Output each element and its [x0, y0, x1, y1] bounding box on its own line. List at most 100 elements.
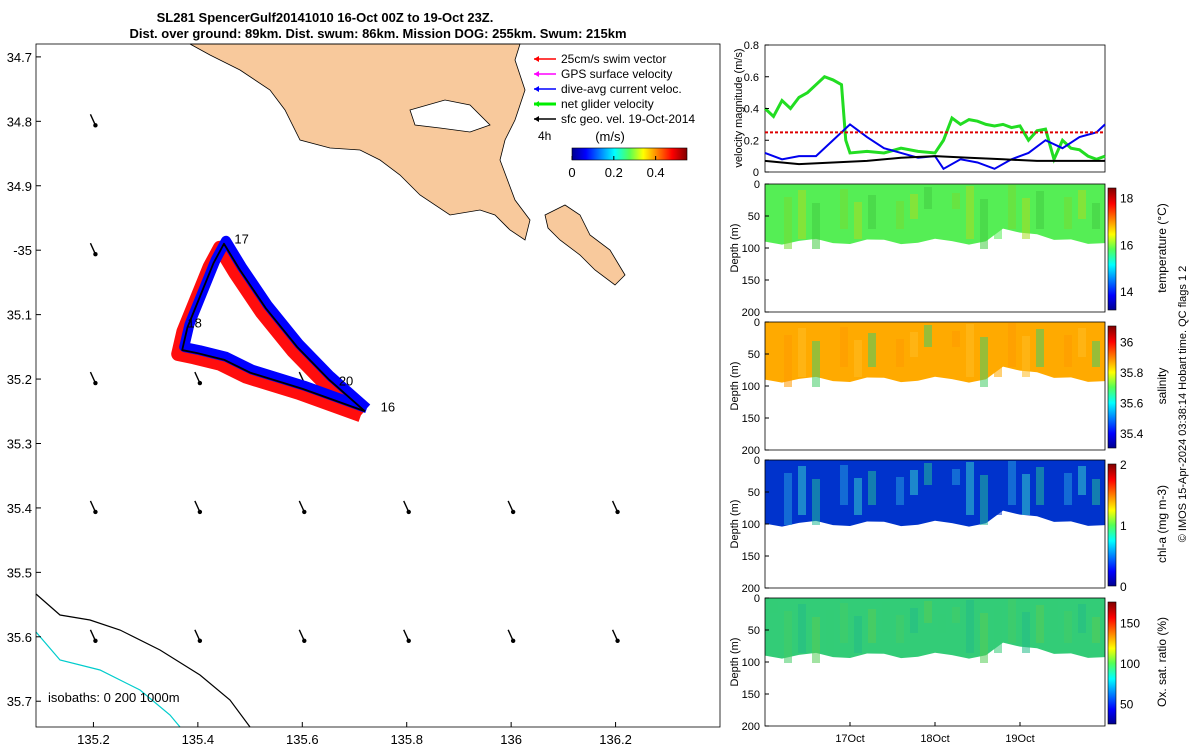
depth-tick-label: 100 [742, 657, 760, 669]
profile-data-streak [966, 186, 974, 239]
profile-data-streak [966, 600, 974, 653]
lat-tick-label: 34.7 [7, 50, 32, 65]
profile-data-streak [770, 460, 778, 475]
profile-data-streak [1036, 329, 1044, 367]
time-axis: 17Oct 18Oct 19Oct [835, 722, 1035, 745]
colorbar-time-label: 4h [538, 129, 551, 143]
profile-data-streak [1008, 185, 1016, 229]
profile-data-streak [868, 609, 876, 643]
profile-data-streak [770, 184, 778, 199]
velocity-ylabel: velocity magnitude (m/s) [733, 48, 745, 167]
profile-data-streak [1050, 598, 1058, 633]
lon-tick-label: 135.2 [77, 732, 110, 747]
colorbar-tick-label: 18 [1120, 191, 1134, 205]
profile-data-streak [1008, 599, 1016, 643]
profile-data-streak [1008, 323, 1016, 367]
profile-data-streak [1050, 184, 1058, 219]
map-frame [35, 43, 721, 728]
depth-tick-label: 0 [754, 455, 760, 467]
depth-tick-label: 200 [742, 307, 760, 319]
legend-label: net glider velocity [561, 97, 654, 111]
colorbar-tick-label: 14 [1120, 285, 1134, 299]
profile-data-streak [952, 331, 960, 347]
colorbar-tick-label: 100 [1120, 657, 1140, 671]
profile-data-streak [882, 602, 890, 633]
lat-tick-label: -35 [13, 243, 32, 258]
geo-velocity-arrow-head [615, 509, 620, 515]
land-islet [409, 99, 491, 133]
lon-tick-label: 135.6 [286, 732, 319, 747]
profile-data-streak [854, 478, 862, 515]
colorbar-label: chl-a (mg m-3) [1155, 485, 1169, 563]
speed-colorbar [571, 147, 688, 161]
profile-data-streak [952, 469, 960, 485]
profile-data-streak [910, 194, 918, 219]
profile-data-field [765, 460, 1105, 527]
profile-data-streak [966, 324, 974, 377]
speed-colorbar-ticks: 0 0.2 0.4 [568, 156, 665, 180]
profile-data-streak [980, 199, 988, 249]
legend-arrow-head [534, 86, 539, 92]
profile-panel: 0 50 100 150 200 Depth (m) 14 16 18 temperature (… [729, 179, 1169, 319]
profile-data-streak [882, 188, 890, 219]
profile-data-streak [896, 201, 904, 229]
profile-data-streak [882, 464, 890, 495]
profile-data-streak [1078, 328, 1086, 357]
depth-tick-label: 150 [742, 689, 760, 701]
profile-data-streak [938, 200, 946, 219]
colorbar-label: temperature (°C) [1155, 203, 1169, 293]
lon-tick-label: 136.2 [599, 732, 632, 747]
profile-data-streak [966, 462, 974, 515]
profile-panel: 0 50 100 150 200 Depth (m) 0 1 2 chl-a (mg m-3) [729, 455, 1169, 595]
profile-data-streak [896, 477, 904, 505]
land-island [544, 204, 626, 286]
depth-tick-label: 150 [742, 413, 760, 425]
profile-data-streak [1078, 466, 1086, 495]
time-tick-label: 18Oct [920, 733, 949, 745]
profile-colorbar [1107, 325, 1117, 449]
geo-velocity-arrow-head [302, 509, 307, 515]
profile-data-streak [812, 341, 820, 387]
profile-data-streak [896, 339, 904, 367]
velocity-series-line [764, 155, 1105, 166]
glider-track-line [181, 242, 366, 413]
geo-velocity-arrow-head [510, 509, 516, 515]
glider-track [171, 235, 371, 422]
geo-velocity-arrow-head [197, 380, 203, 386]
geo-velocity-arrow-head [406, 509, 411, 515]
profile-data-field [765, 184, 1105, 245]
depth-tick-label: 50 [748, 211, 760, 223]
profile-panel: 0 50 100 150 200 Depth (m) 35.4 35.6 35.8 36 salin… [729, 317, 1169, 457]
colorbar-tick-label: 36 [1120, 335, 1134, 349]
lat-tick-label: 35.2 [7, 372, 32, 387]
profile-data-streak [840, 189, 848, 229]
profile-data-streak [1036, 605, 1044, 643]
profile-data-streak [770, 598, 778, 613]
depth-tick-label: 150 [742, 275, 760, 287]
profile-data-streak [826, 472, 834, 515]
profile-data-streak [1036, 191, 1044, 229]
time-tick-label: 17Oct [835, 733, 864, 745]
lat-tick-label: 35.4 [7, 501, 32, 516]
profile-data-streak [882, 326, 890, 357]
chart-title-line2: Dist. over ground: 89km. Dist. swum: 86k… [129, 26, 626, 41]
profile-data-streak [1078, 604, 1086, 633]
profile-data-streak [1064, 611, 1072, 643]
profile-data-streak [812, 203, 820, 249]
lon-tick-label: 136 [500, 732, 522, 747]
legend-arrow-head [534, 116, 539, 122]
profile-data-streak [910, 608, 918, 633]
day-label: 16 [381, 399, 395, 414]
day-label: 20 [339, 374, 353, 389]
profile-data-field [765, 598, 1105, 659]
depth-tick-label: 150 [742, 551, 760, 563]
depth-tick-label: 100 [742, 243, 760, 255]
geo-velocity-arrow-head [93, 509, 98, 515]
profile-data-streak [784, 335, 792, 387]
profile-data-streak [896, 615, 904, 643]
colorbar-unit-label: (m/s) [595, 129, 625, 144]
profile-panel: 0 50 100 150 200 Depth (m) 50 100 150 Ox. sat. ra… [729, 593, 1169, 733]
day-labels: 17 18 20 16 [187, 232, 395, 415]
isobath-1000 [35, 631, 181, 728]
